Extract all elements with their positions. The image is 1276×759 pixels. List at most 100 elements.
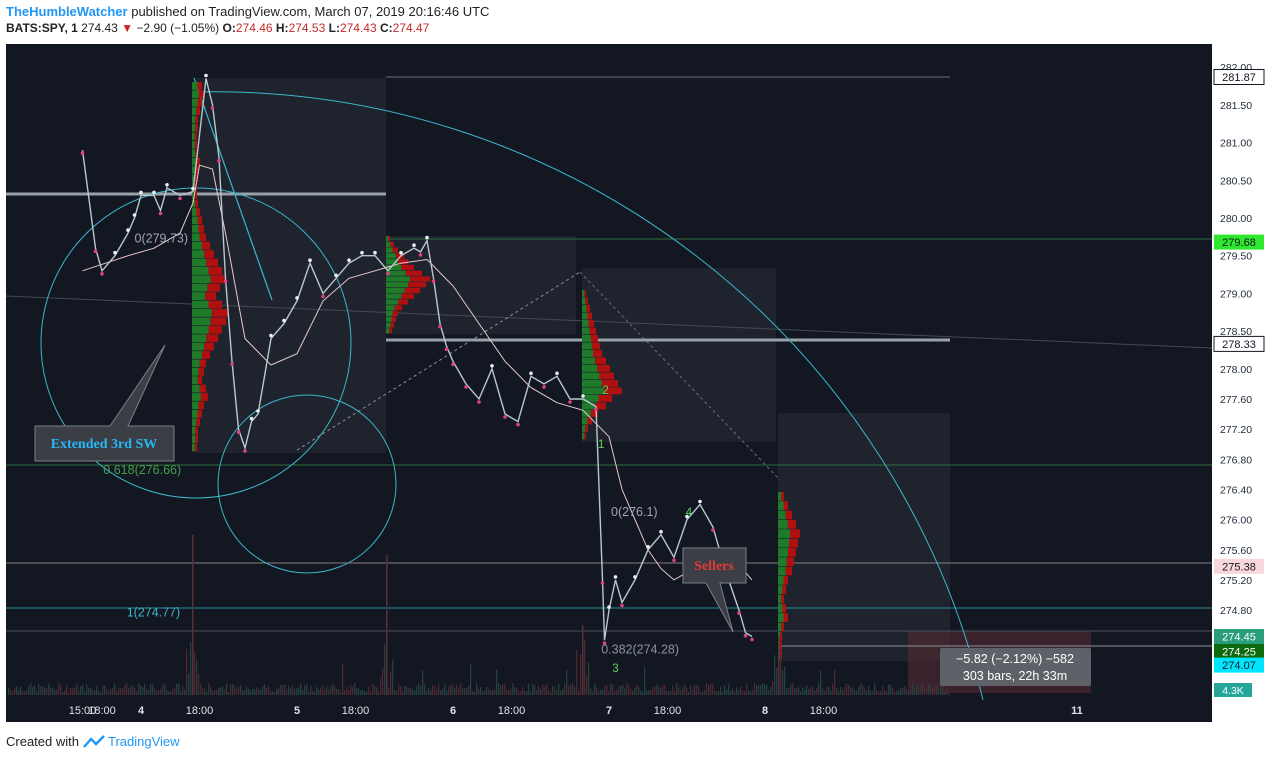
volume-bar	[352, 686, 354, 695]
profile-bar	[197, 410, 202, 418]
volume-bar	[756, 685, 758, 695]
y-tick-label: 277.60	[1220, 394, 1252, 406]
pivot-dot	[308, 258, 312, 263]
volume-bar	[586, 675, 588, 695]
volume-bar	[436, 689, 438, 695]
volume-bar	[424, 684, 426, 695]
volume-bar	[814, 690, 816, 695]
volume-bar	[384, 644, 386, 695]
volume-bar	[256, 687, 258, 695]
profile-bar	[192, 342, 205, 351]
pivot-dot	[139, 190, 143, 195]
volume-bar	[222, 686, 224, 695]
volume-bar	[918, 686, 920, 695]
profile-bar	[194, 191, 198, 200]
profile-bar	[210, 317, 226, 326]
y-tick-label: 275.60	[1220, 545, 1252, 557]
volume-bar	[88, 687, 90, 695]
volume-bar	[242, 690, 244, 695]
tradingview-logo-icon	[83, 734, 105, 748]
callout-sellers[interactable]: Sellers	[682, 547, 747, 633]
profile-bar	[780, 641, 782, 650]
volume-bar	[750, 690, 752, 695]
volume-bar	[520, 691, 522, 695]
volume-bar	[776, 667, 778, 695]
volume-bar	[592, 691, 594, 695]
volume-bar	[788, 688, 790, 695]
profile-bar	[582, 290, 585, 297]
volume-bar	[606, 684, 608, 695]
volume-bar	[672, 686, 674, 695]
volume-bar	[620, 686, 622, 695]
volume-bar	[110, 689, 112, 695]
profile-bar	[192, 376, 198, 385]
volume-bar	[626, 683, 628, 695]
profile-bar	[195, 199, 198, 208]
volume-bar	[236, 688, 238, 695]
volume-bar	[884, 690, 886, 695]
price-axis[interactable]	[1212, 44, 1270, 697]
symbol-name[interactable]: BATS:SPY, 1	[6, 21, 78, 35]
y-tick-label: 276.40	[1220, 484, 1252, 496]
volume-bar	[752, 689, 754, 695]
volume-bar	[398, 684, 400, 695]
profile-bar	[194, 140, 198, 149]
callout-shape	[34, 344, 175, 462]
x-tick-label: 8	[762, 705, 768, 717]
volume-bar	[450, 685, 452, 695]
volume-bar	[630, 688, 632, 695]
tradingview-brand[interactable]: TradingView	[107, 734, 180, 749]
pivot-dot	[711, 528, 715, 532]
volume-bar	[418, 683, 420, 695]
volume-bar	[790, 684, 792, 695]
time-axis[interactable]	[6, 697, 1212, 722]
pivot-dot	[451, 362, 455, 367]
volume-bar	[372, 683, 374, 695]
price-label-box	[1214, 644, 1264, 659]
y-tick-label: 278.00	[1220, 364, 1252, 376]
volume-bar	[426, 691, 428, 695]
profile-bar	[780, 632, 782, 641]
volume-bar	[194, 651, 196, 695]
volume-bar	[490, 690, 492, 695]
price-label-box	[1213, 69, 1265, 85]
volume-bar	[712, 683, 714, 695]
volume-bar	[86, 684, 88, 695]
callout-extended-3rd-sw[interactable]: Extended 3rd SW	[34, 344, 175, 462]
volume-bar	[650, 690, 652, 695]
profile-bar	[790, 529, 800, 538]
author-link[interactable]: TheHumbleWatcher	[6, 4, 128, 19]
volume-bar	[726, 689, 728, 695]
volume-bar	[464, 688, 466, 695]
volume-bar	[784, 666, 786, 695]
volume-bar	[172, 688, 174, 695]
low-value: 274.43	[339, 21, 377, 35]
volume-bar	[512, 683, 514, 695]
wave-label: 2	[603, 385, 609, 397]
profile-bar	[192, 241, 202, 250]
fib-level-labels: 0(279.73) 0.618(276.66) 1(274.77) 0.382(274…	[103, 231, 679, 656]
footer: Created with TradingView	[6, 734, 180, 749]
volume-bar	[142, 687, 144, 695]
volume-bar	[332, 684, 334, 695]
volume-bar	[36, 691, 38, 695]
volume-bar	[106, 688, 108, 695]
volume-bar	[724, 685, 726, 695]
profile-bar	[386, 287, 405, 294]
pivot-dot	[360, 250, 364, 255]
volume-bar	[844, 686, 846, 695]
volume-bar	[176, 684, 178, 695]
volume-bar	[472, 690, 474, 695]
profile-bar	[582, 380, 602, 387]
volume-bar	[640, 690, 642, 695]
profile-bar	[582, 402, 596, 410]
volume-bar	[510, 689, 512, 695]
volume-bar	[932, 687, 934, 695]
volume-bar	[114, 683, 116, 695]
volume-bar	[860, 683, 862, 695]
profile-bar	[585, 297, 588, 305]
volume-bar	[474, 691, 476, 695]
volume-bar	[668, 691, 670, 695]
